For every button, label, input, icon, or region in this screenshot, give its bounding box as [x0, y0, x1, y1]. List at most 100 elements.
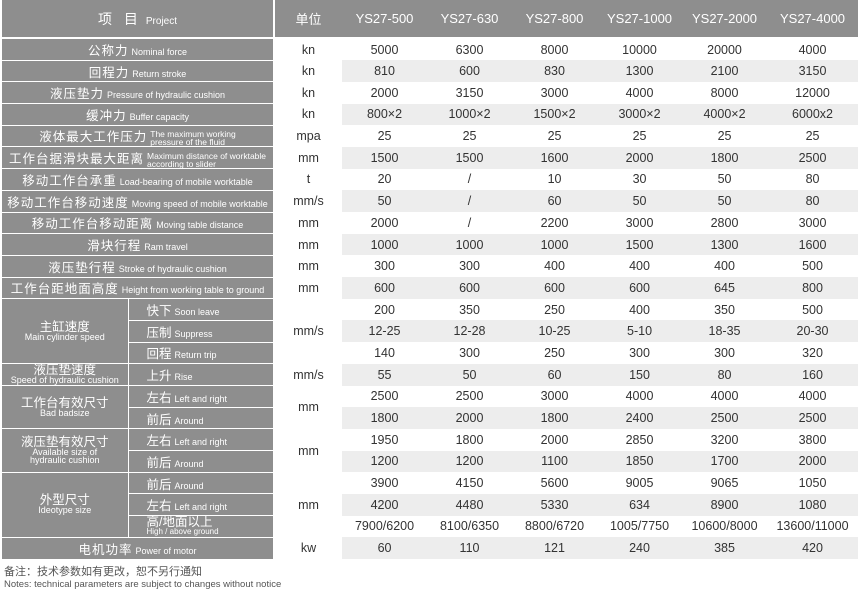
- value-cell: 600: [427, 277, 513, 299]
- value-cell: 3200: [710, 432, 739, 447]
- header-model-ys27-500: YS27-500: [342, 0, 428, 39]
- unit-cell: kn: [301, 42, 316, 57]
- value-cell: 4150: [455, 476, 484, 491]
- header-model-ys27-2000: YS27-2000: [682, 0, 768, 39]
- value-cell: 400: [629, 259, 650, 274]
- row-label-en: Maximum distance of worktable according …: [146, 150, 267, 169]
- value-cell: 160: [767, 363, 859, 386]
- value-cell: 1000×2: [427, 103, 513, 126]
- value-cell: 2100: [682, 60, 768, 82]
- table-row: 外型尺寸 Ideotype size 前后 Around mm 3900 4150 5600 9…: [2, 472, 858, 538]
- notes-en: Notes: technical parameters are subject …: [4, 578, 282, 590]
- value-cell: 800×2: [342, 103, 428, 126]
- header-unit: 单位: [274, 0, 343, 39]
- unit-cell: mm/s: [293, 324, 324, 339]
- row-label-en: Moving table distance: [156, 220, 244, 231]
- value-cell: 20000: [707, 42, 742, 57]
- sub-label: 左右 Left and right: [128, 493, 276, 517]
- sub-label-zh: 回程: [146, 347, 172, 362]
- row-label-en: Power of motor: [135, 545, 197, 556]
- unit-cell: mm: [298, 215, 319, 230]
- unit-cell: mpa: [296, 129, 321, 144]
- sub-label-en: Left and right: [174, 393, 228, 404]
- group-label: 液压垫有效尺寸 Available size of hydraulic cushi…: [2, 428, 129, 473]
- value-cell: 1500: [597, 233, 683, 256]
- table-row: 前后 Around 1800 2000 1800 2400 2500 2500: [2, 407, 859, 430]
- table-row: 公称力 Nominal force kn 5000 6300 8000 10000 20000…: [2, 38, 858, 61]
- table-row: 左右 Left and right 4200 4480 5330 634 8900 1080: [2, 493, 859, 517]
- unit-cell: kn: [301, 64, 316, 79]
- value-cell: 4000: [710, 389, 739, 404]
- sub-label: 压制 Suppress: [128, 320, 276, 343]
- value-cell: 2000: [597, 146, 683, 169]
- value-cell: 400: [544, 259, 565, 274]
- header-project-en: Project: [145, 15, 178, 27]
- header-project-zh: 项 目: [98, 10, 142, 27]
- unit-cell: mm: [298, 400, 319, 415]
- value-cell: 4480: [427, 493, 513, 516]
- value-cell: 1500: [427, 146, 513, 169]
- value-cell: 10000: [622, 42, 657, 57]
- row-label-zh: 移动工作台移动速度: [7, 195, 129, 210]
- unit-cell: mm: [298, 259, 319, 274]
- value-cell: 3000: [798, 215, 827, 230]
- row-label-en: Pressure of hydraulic cushion: [106, 90, 226, 101]
- value-cell: 3000: [625, 215, 654, 230]
- row-label-zh: 缓冲力: [86, 108, 127, 123]
- value-cell: 12000: [795, 85, 830, 100]
- sub-label-zh: 前后: [146, 412, 172, 427]
- value-cell: 800: [767, 277, 859, 299]
- value-cell: 1850: [597, 450, 683, 473]
- group-label-zh: 外型尺寸: [39, 493, 90, 508]
- table-row: 移动工作台移动速度 Moving speed of mobile worktabl…: [2, 190, 859, 213]
- row-label: 滑块行程 Ram travel: [2, 233, 276, 256]
- value-cell: /: [427, 190, 513, 212]
- value-cell: 1500×2: [512, 103, 598, 126]
- unit-cell: mm: [298, 280, 319, 295]
- group-label-en: Main cylinder speed: [24, 331, 105, 342]
- row-label-zh: 回程力: [88, 65, 130, 80]
- row-label: 缓冲力 Buffer capacity: [2, 103, 276, 126]
- value-cell: 300: [629, 345, 650, 360]
- value-cell: 6300: [455, 42, 484, 57]
- value-cell: 1700: [682, 450, 768, 473]
- value-cell: 4000: [798, 389, 827, 404]
- value-cell: 3000: [540, 389, 569, 404]
- sub-label-en: Around: [174, 458, 204, 469]
- row-label-en: Height from working table to ground: [121, 285, 265, 296]
- value-cell: 1000: [427, 233, 513, 256]
- sub-label-zh: 左右: [146, 390, 172, 405]
- value-cell: 300: [459, 345, 480, 360]
- value-cell: 1300: [597, 60, 683, 82]
- table-row: 回程 Return trip 140 300 250 300 300 320: [2, 342, 858, 365]
- table-row: 移动工作台承重 Load-bearing of mobile worktable t…: [2, 168, 858, 191]
- row-label-zh: 移动工作台移动距离: [31, 217, 154, 232]
- header-model-ys27-630: YS27-630: [427, 0, 513, 39]
- value-cell: 385: [682, 537, 768, 559]
- value-cell: 1000: [342, 233, 428, 256]
- value-cell: 3150: [455, 85, 484, 100]
- spec-table: 项 目 Project 单位 YS27-500 YS27-630 YS27-800 YS…: [2, 0, 859, 560]
- row-label: 电机功率 Power of motor: [2, 537, 276, 560]
- header-row: 项 目 Project 单位 YS27-500 YS27-630 YS27-800 YS…: [2, 0, 859, 39]
- value-cell: 830: [512, 60, 598, 82]
- value-cell: 80: [682, 363, 768, 386]
- sub-label-en: Return trip: [174, 350, 217, 361]
- unit-cell: mm: [298, 443, 319, 458]
- value-cell: 3150: [767, 60, 859, 82]
- value-cell: 250: [544, 345, 565, 360]
- value-cell: 25: [547, 129, 562, 144]
- value-cell: 60: [342, 537, 428, 559]
- sub-label-zh: 前后: [146, 477, 172, 492]
- sub-label-en: Left and right: [174, 437, 228, 448]
- value-cell: 12-28: [427, 320, 513, 343]
- value-cell: 12-25: [342, 320, 428, 343]
- unit-cell: mm: [298, 237, 319, 252]
- value-cell: 2000: [540, 432, 569, 447]
- group-label-zh: 液压垫有效尺寸: [20, 435, 109, 450]
- table-row: 工作台距地面高度 Height from working table to gro…: [2, 277, 859, 300]
- value-cell: 634: [597, 493, 683, 516]
- value-cell: 1100: [512, 450, 598, 473]
- value-cell: 50: [342, 190, 428, 212]
- table-row: 移动工作台移动距离 Moving table distance mm 2000 / 220…: [2, 212, 858, 235]
